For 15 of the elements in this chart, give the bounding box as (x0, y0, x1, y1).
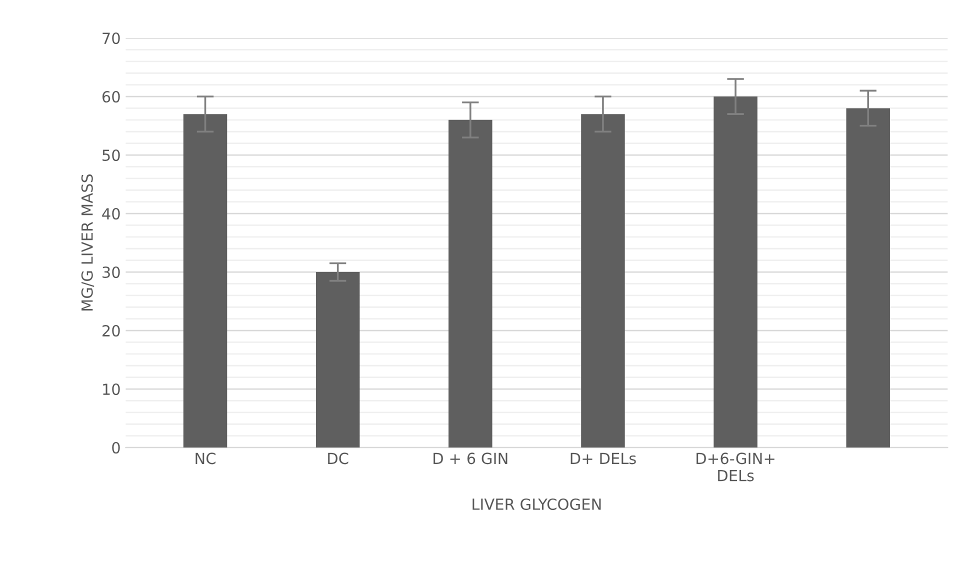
x-tick-label: DC (328, 452, 348, 464)
y-tick-label: 60 (102, 90, 120, 103)
x-tick-label: NC (196, 452, 216, 464)
x-tick-label: D+ DELs (570, 452, 636, 464)
x-tick-label: D + 6 GIN (434, 452, 508, 464)
y-tick-label: 0 (112, 442, 120, 454)
y-tick-label: 10 (103, 383, 120, 396)
y-tick-label: 70 (102, 32, 120, 44)
y-tick-label: 40 (102, 208, 120, 220)
y-tick-label: 50 (102, 149, 120, 162)
y-tick-label: 20 (102, 324, 120, 337)
y-tick-label: 30 (102, 266, 120, 278)
x-tick-label: D+6-GIN+ DELs (696, 452, 774, 482)
x-axis-title: LIVER GLYCOGEN (472, 498, 601, 510)
y-axis-title: MG/G LIVER MASS (81, 174, 94, 311)
